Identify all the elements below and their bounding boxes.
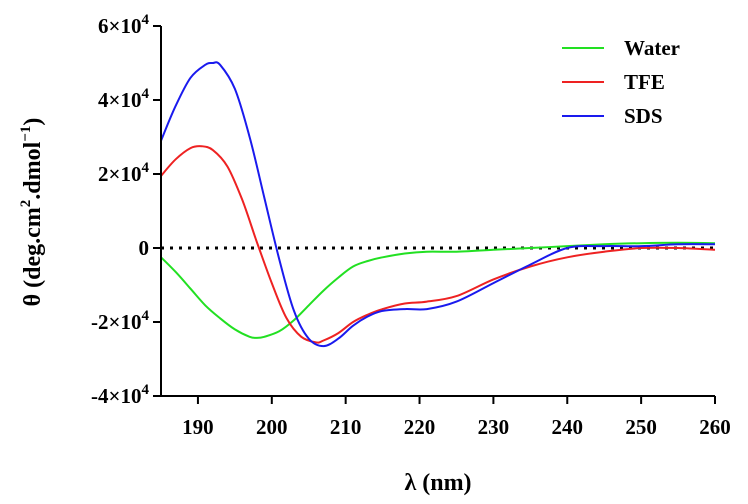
x-tick-label: 210: [330, 415, 362, 439]
legend: Water TFE SDS: [562, 36, 680, 128]
y-tick-label: 0: [139, 236, 150, 260]
x-axis-label: λ (nm): [404, 470, 471, 496]
x-tick-label: 240: [552, 415, 584, 439]
series-line-tfe: [160, 145, 716, 344]
legend-label-sds: SDS: [624, 104, 663, 128]
series-line-water: [160, 241, 716, 339]
x-tick-label: 230: [478, 415, 510, 439]
series-line-sds: [160, 61, 716, 348]
legend-label-water: Water: [624, 36, 680, 60]
x-tick-label: 220: [404, 415, 436, 439]
y-tick-label: -4×104: [91, 382, 149, 408]
x-tick-label: 250: [625, 415, 657, 439]
legend-label-tfe: TFE: [624, 70, 665, 94]
y-tick-label: 2×104: [98, 160, 149, 186]
y-tick-label: 6×104: [98, 12, 149, 38]
x-tick-label: 200: [256, 415, 288, 439]
y-tick-label: 4×104: [98, 86, 149, 112]
y-tick-label: -2×104: [91, 308, 149, 334]
y-axis-label: θ (deg.cm2.dmol−1): [18, 118, 46, 307]
x-tick-label: 260: [699, 415, 731, 439]
x-tick-label: 190: [182, 415, 214, 439]
